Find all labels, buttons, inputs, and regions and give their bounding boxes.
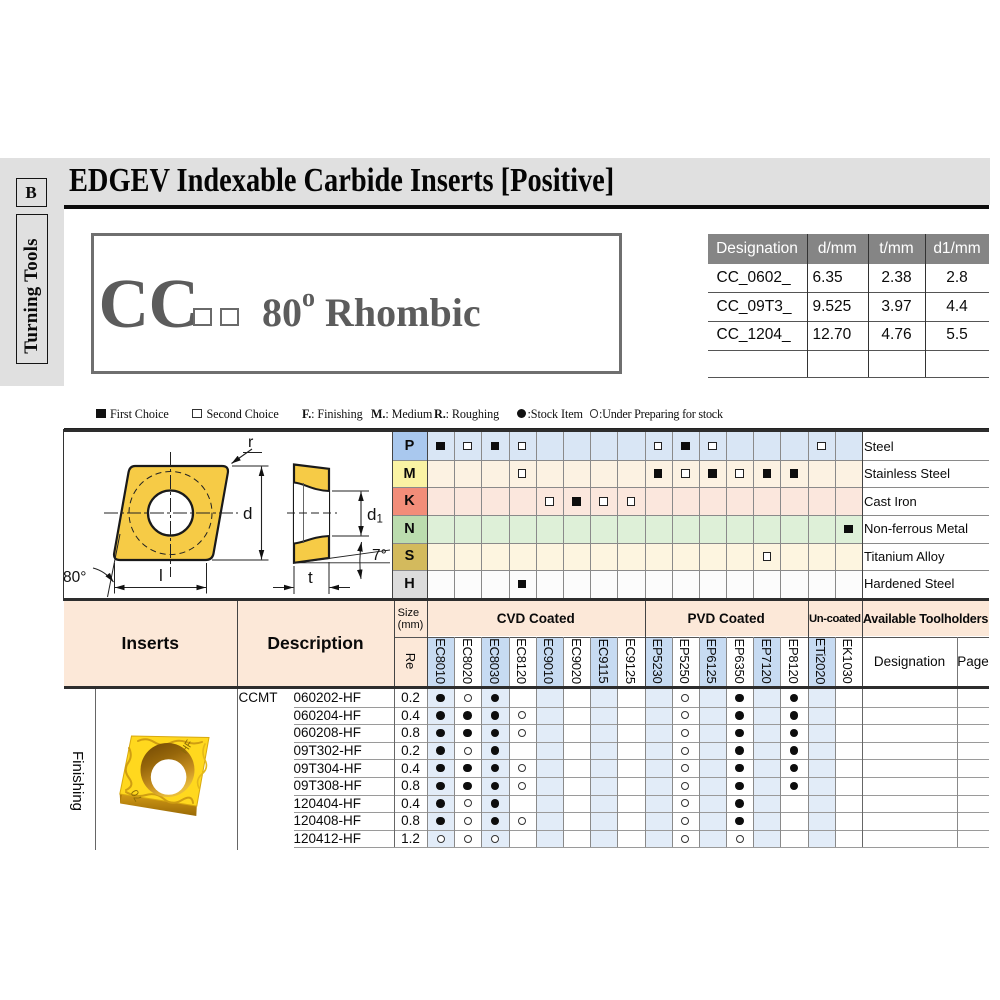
svg-text:t: t xyxy=(308,568,313,587)
svg-text:7°: 7° xyxy=(372,547,387,564)
svg-text:70: 70 xyxy=(129,787,145,803)
svg-text:d1: d1 xyxy=(367,505,383,526)
svg-text:r: r xyxy=(248,434,254,451)
svg-text:d: d xyxy=(243,504,252,523)
svg-text:l: l xyxy=(159,566,163,585)
svg-text:80°: 80° xyxy=(63,569,86,586)
